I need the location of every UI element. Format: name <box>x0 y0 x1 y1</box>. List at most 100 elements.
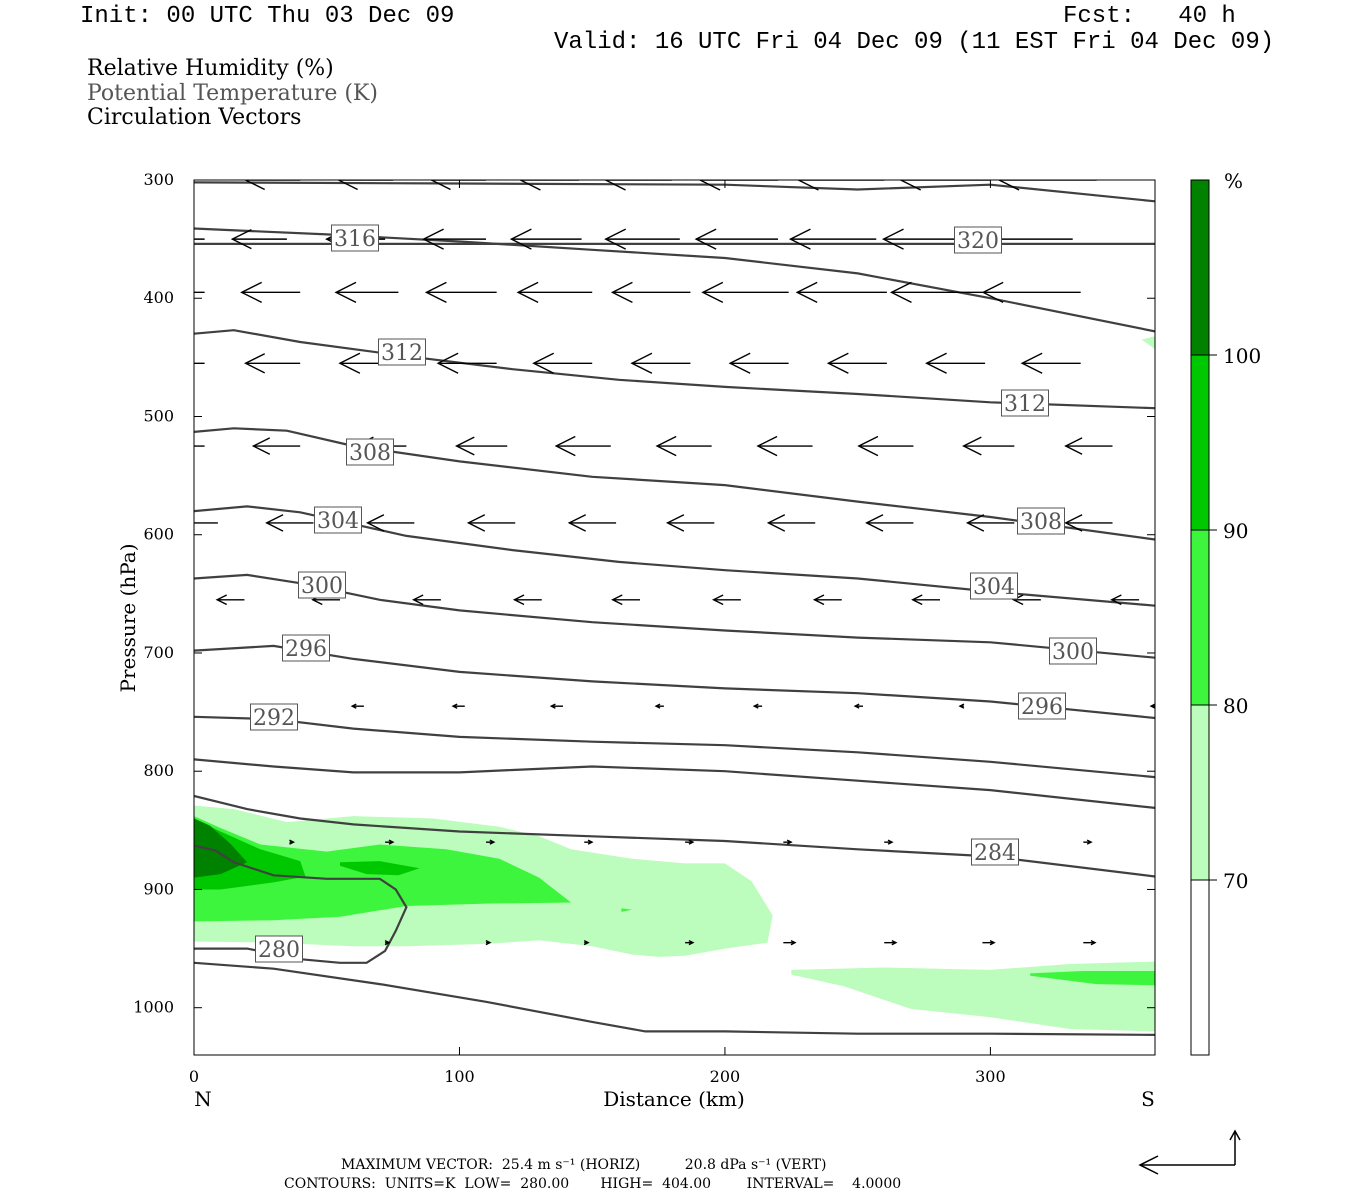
vector-arrowhead <box>694 228 717 250</box>
y-axis-label: Pressure (hPa) <box>116 544 140 693</box>
vector-arrowhead <box>454 436 475 456</box>
vector-arrowhead <box>603 180 626 191</box>
y-tick-label: 700 <box>143 643 174 662</box>
vector-arrowhead <box>251 437 271 455</box>
vector-arrowhead <box>150 354 169 373</box>
colorbar-unit: % <box>1224 169 1243 193</box>
contour-label-box <box>1001 389 1049 417</box>
theta-contour-284 <box>194 794 1155 878</box>
colorbar-segment <box>1191 355 1209 530</box>
colorbar-tick-label: 80 <box>1223 694 1248 718</box>
contour-label: 312 <box>381 341 423 366</box>
vector-arrowhead <box>766 514 786 532</box>
theta-contour-296 <box>194 644 1155 720</box>
field-relative-humidity: Relative Humidity (%) <box>87 56 334 81</box>
vector-arrowhead <box>265 514 284 532</box>
colorbar-segment <box>1191 530 1209 705</box>
vector-arrowhead <box>911 594 923 606</box>
colorbar-frame <box>1190 179 1210 1056</box>
vector-arrowhead <box>962 436 982 456</box>
vector-arrowhead <box>489 839 496 845</box>
y-tick-label: 600 <box>143 525 174 544</box>
contour-label: 316 <box>334 227 376 252</box>
contour-label-box <box>298 571 346 599</box>
vector-arrowhead <box>796 180 819 191</box>
reference-vector-icon <box>1138 1129 1241 1175</box>
colorbar-tick-label: 100 <box>1223 344 1261 368</box>
axes: 0 100 200 300 300 400 500 600 700 800 900 1000 Dista… <box>116 170 1155 1111</box>
rh-colorbar: 70 80 90 100% <box>1190 169 1261 1056</box>
contour-label-box <box>331 224 379 252</box>
contour-label: 308 <box>349 441 391 466</box>
vector-arrowhead <box>240 281 263 303</box>
vector-arrowhead <box>289 839 296 845</box>
vector-arrowhead <box>1064 514 1083 532</box>
vector-arrowhead <box>338 352 361 374</box>
contours-footer: CONTOURS: UNITS=K LOW= 280.00 HIGH= 404.… <box>284 1176 902 1192</box>
vector-arrowhead <box>518 180 541 191</box>
vector-arrowhead <box>881 228 904 250</box>
contour-label-box <box>314 506 362 534</box>
vector-arrowhead <box>451 703 458 709</box>
vector-arrowhead <box>1090 939 1097 946</box>
contour-label: 284 <box>974 841 1016 866</box>
x-tick-label: 200 <box>710 1067 741 1086</box>
contour-label-box <box>346 438 394 466</box>
vector-arrowhead <box>350 703 357 709</box>
colorbar-segment <box>1191 180 1209 355</box>
contour-label-box <box>250 703 298 731</box>
vector-arrowhead <box>630 352 653 374</box>
vector-arrowhead <box>752 703 759 709</box>
vector-arrowhead <box>516 281 539 303</box>
vector-arrowhead <box>655 435 677 457</box>
vector-arrowhead <box>688 940 695 946</box>
vector-arrowhead <box>958 703 965 709</box>
contour-labels: 316 320 312 312 308 308 304 304 300 300 296 296 292 2… <box>250 224 1097 963</box>
vector-arrowhead <box>388 839 395 845</box>
vector-arrowhead <box>230 228 252 250</box>
contour-label-box <box>970 572 1018 600</box>
vector-arrowhead <box>549 703 556 709</box>
theta-contour-316 <box>194 181 1155 203</box>
theta-contour-300 <box>194 573 1155 659</box>
vector-arrowhead <box>485 940 492 946</box>
vector-arrowhead <box>587 839 594 845</box>
theta-contour-304 <box>194 505 1155 607</box>
x-axis-label: Distance (km) <box>603 1087 745 1111</box>
theta-contour-312 <box>194 329 1155 410</box>
vector-arrowhead <box>965 514 985 532</box>
vector-arrowhead <box>436 352 459 374</box>
contour-label-box <box>1049 637 1097 665</box>
y-tick-label: 800 <box>143 761 174 780</box>
rh-region <box>340 861 420 876</box>
contour-label-box <box>378 338 426 366</box>
contour-label: 304 <box>317 509 359 534</box>
vector-arrowhead <box>604 228 627 250</box>
vector-arrowhead <box>1020 352 1043 374</box>
vector-arrowhead <box>899 180 922 191</box>
vector-arrowhead <box>466 514 486 532</box>
y-tick-label: 500 <box>143 406 174 425</box>
vector-arrowhead <box>532 352 555 374</box>
contour-label: 312 <box>1004 392 1046 417</box>
vector-arrowhead <box>790 939 797 946</box>
contour-label: 296 <box>1021 695 1063 720</box>
vector-arrowhead <box>826 352 849 374</box>
vector-arrowhead <box>412 594 424 606</box>
contour-label: 296 <box>285 637 327 662</box>
contour-label: 308 <box>1020 510 1062 535</box>
x-tick-label: 300 <box>975 1067 1006 1086</box>
vector-arrowhead <box>429 180 451 191</box>
contour-label: 300 <box>1052 640 1094 665</box>
rh-region <box>621 908 632 912</box>
x-tick-label: 100 <box>444 1067 475 1086</box>
vector-arrowhead <box>812 594 825 606</box>
colorbar-tick-label: 70 <box>1223 869 1248 893</box>
vector-arrowhead <box>1159 840 1163 844</box>
vector-arrowhead <box>865 514 884 532</box>
vector-arrowhead <box>334 281 357 303</box>
vector-arrowhead <box>701 281 724 303</box>
vector-arrowhead <box>857 435 879 457</box>
vector-arrowhead <box>925 352 947 374</box>
